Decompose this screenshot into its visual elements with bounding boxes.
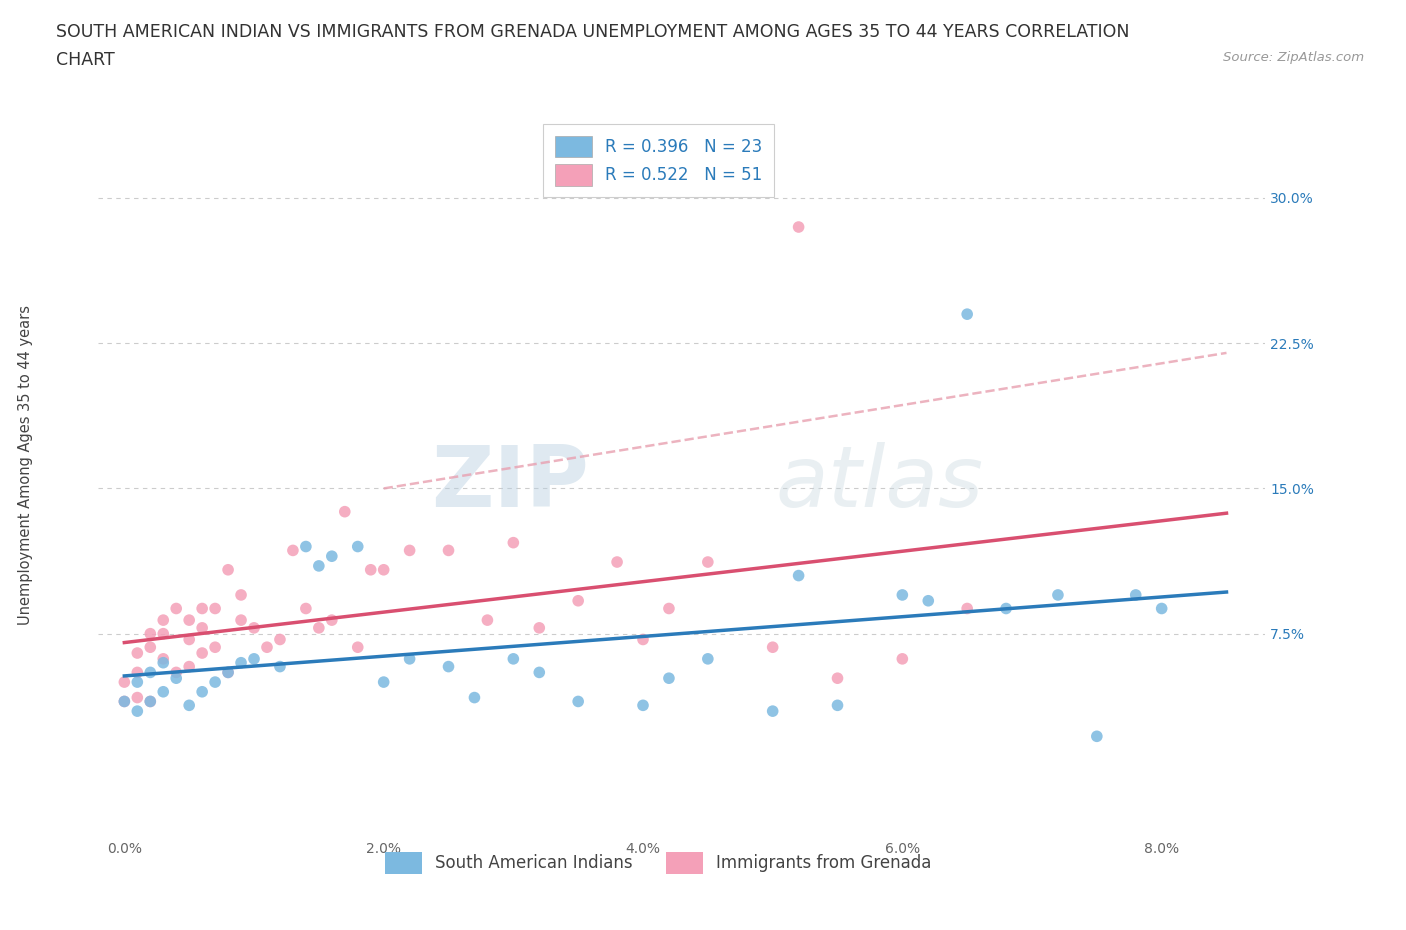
Text: CHART: CHART	[56, 51, 115, 69]
Point	[256, 640, 278, 655]
Point	[696, 554, 718, 569]
Point	[308, 620, 330, 635]
Point	[658, 601, 681, 616]
Point	[204, 640, 226, 655]
Point	[567, 694, 589, 709]
Point	[1046, 588, 1069, 603]
Point	[891, 588, 914, 603]
Point	[281, 543, 304, 558]
Point	[346, 640, 368, 655]
Text: Source: ZipAtlas.com: Source: ZipAtlas.com	[1223, 51, 1364, 64]
Point	[139, 694, 162, 709]
Point	[229, 588, 252, 603]
Point	[179, 659, 201, 674]
Point	[321, 613, 343, 628]
Point	[398, 651, 420, 666]
Point	[333, 504, 356, 519]
Point	[321, 549, 343, 564]
Legend: South American Indians, Immigrants from Grenada: South American Indians, Immigrants from …	[374, 841, 943, 885]
Point	[243, 651, 266, 666]
Point	[567, 593, 589, 608]
Point	[437, 659, 460, 674]
Point	[827, 698, 849, 712]
Point	[1085, 729, 1108, 744]
Point	[269, 659, 291, 674]
Point	[179, 632, 201, 647]
Point	[152, 684, 174, 699]
Point	[502, 651, 524, 666]
Point	[229, 613, 252, 628]
Point	[308, 558, 330, 573]
Text: SOUTH AMERICAN INDIAN VS IMMIGRANTS FROM GRENADA UNEMPLOYMENT AMONG AGES 35 TO 4: SOUTH AMERICAN INDIAN VS IMMIGRANTS FROM…	[56, 23, 1130, 41]
Point	[204, 674, 226, 689]
Point	[346, 539, 368, 554]
Point	[295, 539, 318, 554]
Point	[787, 568, 810, 583]
Point	[477, 613, 499, 628]
Point	[917, 593, 939, 608]
Point	[179, 613, 201, 628]
Point	[1125, 588, 1147, 603]
Point	[373, 674, 395, 689]
Point	[631, 632, 654, 647]
Point	[152, 613, 174, 628]
Text: ZIP: ZIP	[430, 442, 589, 525]
Point	[179, 698, 201, 712]
Point	[658, 671, 681, 685]
Point	[696, 651, 718, 666]
Point	[191, 684, 214, 699]
Point	[437, 543, 460, 558]
Point	[152, 651, 174, 666]
Point	[762, 640, 785, 655]
Point	[191, 620, 214, 635]
Point	[787, 219, 810, 234]
Point	[295, 601, 318, 616]
Point	[373, 563, 395, 578]
Point	[165, 665, 187, 680]
Point	[631, 698, 654, 712]
Point	[139, 626, 162, 641]
Point	[269, 632, 291, 647]
Point	[217, 665, 239, 680]
Point	[398, 543, 420, 558]
Point	[127, 690, 149, 705]
Point	[127, 704, 149, 719]
Point	[191, 601, 214, 616]
Point	[152, 626, 174, 641]
Point	[204, 601, 226, 616]
Point	[529, 665, 551, 680]
Point	[956, 307, 979, 322]
Point	[112, 674, 135, 689]
Point	[1150, 601, 1173, 616]
Point	[502, 536, 524, 551]
Point	[139, 640, 162, 655]
Point	[217, 665, 239, 680]
Point	[891, 651, 914, 666]
Text: Unemployment Among Ages 35 to 44 years: Unemployment Among Ages 35 to 44 years	[18, 305, 32, 625]
Point	[217, 563, 239, 578]
Point	[606, 554, 628, 569]
Point	[127, 665, 149, 680]
Point	[139, 665, 162, 680]
Point	[165, 601, 187, 616]
Point	[191, 645, 214, 660]
Point	[827, 671, 849, 685]
Point	[152, 656, 174, 671]
Point	[139, 694, 162, 709]
Point	[127, 645, 149, 660]
Point	[127, 674, 149, 689]
Point	[995, 601, 1018, 616]
Point	[165, 671, 187, 685]
Point	[112, 694, 135, 709]
Point	[112, 694, 135, 709]
Point	[243, 620, 266, 635]
Point	[229, 656, 252, 671]
Point	[529, 620, 551, 635]
Text: atlas: atlas	[775, 442, 983, 525]
Point	[360, 563, 382, 578]
Point	[762, 704, 785, 719]
Point	[956, 601, 979, 616]
Point	[463, 690, 485, 705]
